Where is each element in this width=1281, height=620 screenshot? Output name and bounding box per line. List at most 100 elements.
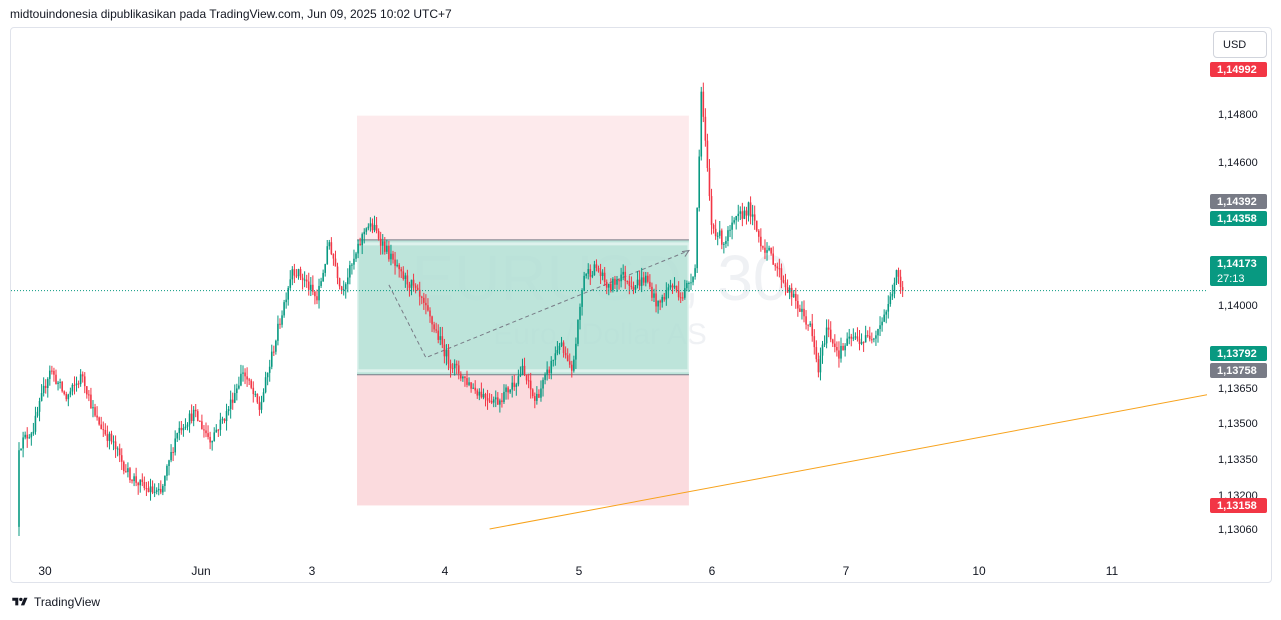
candle-body <box>891 293 894 297</box>
candle-body <box>178 427 181 434</box>
candle-body <box>188 413 191 425</box>
candle <box>807 324 809 331</box>
candle-body <box>381 241 384 246</box>
candle-body <box>509 389 511 393</box>
candle <box>100 416 102 430</box>
candle-body <box>591 275 594 277</box>
candle <box>505 384 507 400</box>
candle-body <box>753 214 756 221</box>
candle <box>460 371 462 382</box>
candle <box>770 247 772 256</box>
candle <box>414 283 417 294</box>
currency-button[interactable]: USD <box>1213 31 1267 58</box>
candle-body <box>638 279 641 286</box>
candle <box>698 149 701 212</box>
candle <box>447 344 450 371</box>
candle <box>636 271 639 289</box>
candle <box>805 310 807 330</box>
candle <box>196 409 199 422</box>
y-tick-label: 1,14000 <box>1218 300 1258 312</box>
candle <box>825 319 828 349</box>
candle <box>714 219 717 240</box>
candle-body <box>244 372 246 377</box>
candle <box>827 319 830 338</box>
candle-body <box>367 226 370 229</box>
candle <box>895 269 898 285</box>
y-tick-label: 1,13350 <box>1218 454 1258 466</box>
candle-body <box>887 303 890 312</box>
candle-body <box>677 290 680 298</box>
candle-body <box>149 486 152 493</box>
price-label-text: 1,14358 <box>1217 213 1257 225</box>
candle <box>564 346 567 359</box>
candle <box>192 406 195 427</box>
candle-body <box>513 382 516 387</box>
candle-body <box>402 271 405 280</box>
candle-body <box>205 430 207 434</box>
candle <box>303 271 306 288</box>
candle <box>507 386 509 400</box>
candle <box>316 289 318 305</box>
candle-body <box>782 279 785 283</box>
price-label-badge <box>1210 363 1267 378</box>
candle-body <box>174 438 176 453</box>
candle-body <box>655 293 657 307</box>
candle <box>110 430 113 445</box>
candle <box>199 420 201 422</box>
candle-body <box>139 479 142 486</box>
candle-body <box>36 411 39 416</box>
candle <box>155 487 158 495</box>
candle-body <box>747 202 750 216</box>
candle <box>363 228 366 244</box>
candle <box>67 393 70 407</box>
candle-body <box>221 418 224 420</box>
price-label-text: 1,13158 <box>1217 500 1257 512</box>
candle <box>579 303 581 330</box>
candle <box>59 378 61 389</box>
candle-body <box>725 241 727 244</box>
candle <box>369 217 372 232</box>
candle-body <box>552 359 555 361</box>
candle <box>603 266 606 287</box>
candle <box>901 281 904 298</box>
candle <box>657 300 659 314</box>
candle <box>686 280 688 292</box>
candle-body <box>32 431 35 434</box>
candle <box>801 301 803 320</box>
candle <box>492 396 495 408</box>
candle-body <box>307 281 310 290</box>
candle <box>406 269 409 291</box>
candle <box>277 315 279 346</box>
candle-body <box>455 363 458 366</box>
candle <box>32 422 35 436</box>
candle <box>137 481 139 495</box>
candle-body <box>53 370 55 375</box>
candle-body <box>408 284 411 288</box>
candle-body <box>877 328 879 336</box>
candle-body <box>301 277 304 281</box>
footer-brand[interactable]: TradingView <box>10 595 100 609</box>
candle <box>223 418 226 424</box>
candle <box>503 384 505 404</box>
candle-body <box>349 265 351 278</box>
candle-body <box>61 381 63 392</box>
candle-body <box>651 286 653 298</box>
candle-body <box>585 273 587 276</box>
candle <box>879 316 881 337</box>
candle <box>51 365 53 375</box>
candle <box>786 279 789 293</box>
x-tick-label: 10 <box>972 564 986 578</box>
candle-body <box>168 460 170 467</box>
candle-body <box>895 270 898 283</box>
candle <box>381 234 384 255</box>
candle-body <box>334 258 337 267</box>
candle <box>696 207 698 273</box>
candle <box>425 294 427 315</box>
candle <box>256 393 259 404</box>
candle <box>266 372 269 386</box>
candle <box>73 376 76 395</box>
candle-body <box>694 268 696 277</box>
candle-body <box>731 222 733 230</box>
candle-body <box>831 339 834 344</box>
